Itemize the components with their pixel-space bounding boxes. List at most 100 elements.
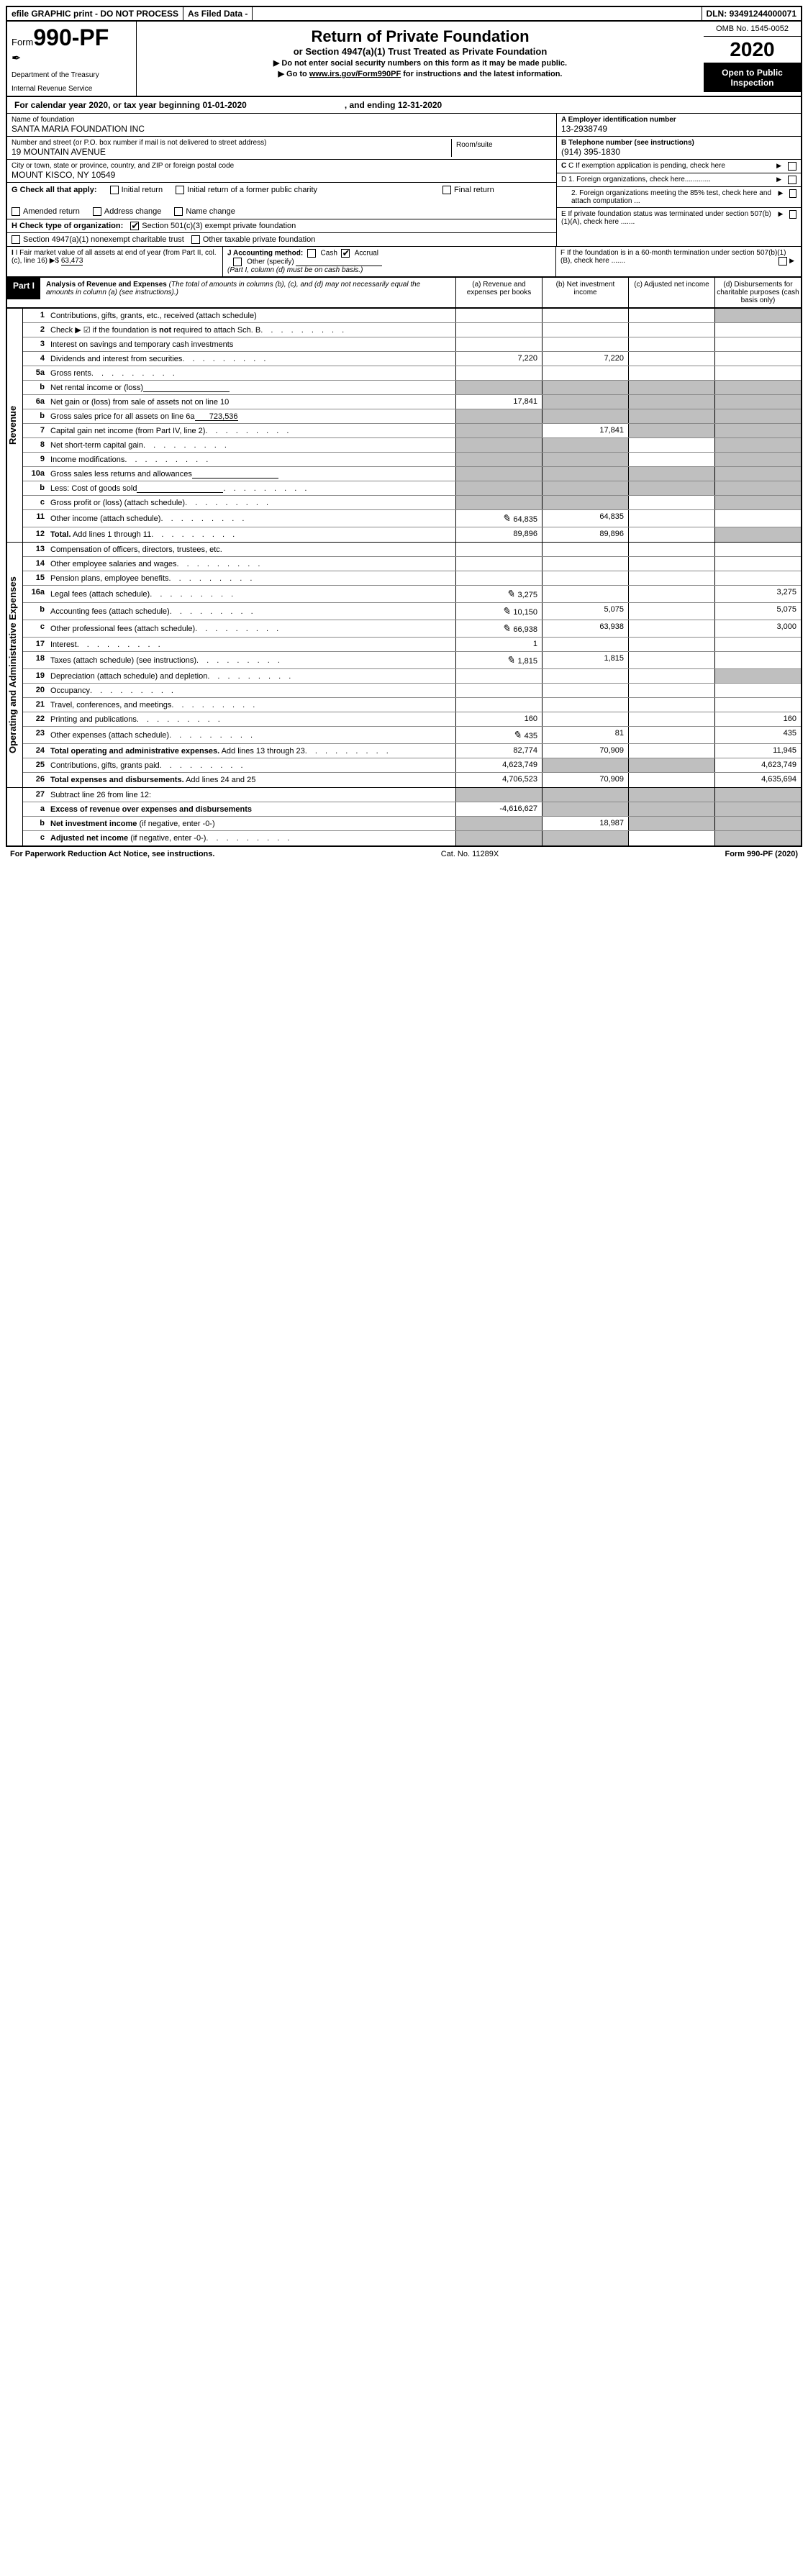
g-name[interactable]: Name change [174,207,235,216]
amount-cell [714,352,801,366]
line-23: 23Other expenses (attach schedule) . . .… [23,727,801,744]
amount-cell [542,571,628,585]
line-desc: Less: Cost of goods sold . . . . . . . .… [47,481,455,495]
line-number: 13 [23,543,47,556]
amount-cell [714,817,801,830]
amount-cell [542,323,628,337]
line-24: 24Total operating and administrative exp… [23,744,801,758]
line-10a: 10aGross sales less returns and allowanc… [23,467,801,481]
line-11: 11Other income (attach schedule) . . . .… [23,510,801,527]
room-cell: Room/suite [451,139,552,157]
page-footer: For Paperwork Reduction Act Notice, see … [6,847,802,861]
amount-cell: 3,275 [714,586,801,602]
amount-cell [628,773,714,787]
h-4947[interactable]: Section 4947(a)(1) nonexempt charitable … [12,235,184,244]
amount-cell [628,395,714,409]
h-501c3[interactable]: Section 501(c)(3) exempt private foundat… [130,222,296,230]
amount-cell [714,788,801,802]
amount-cell [542,366,628,380]
header-left: Form990-PF ✒ Department of the Treasury … [7,22,137,96]
j-other-checkbox[interactable] [233,258,242,266]
g-initial-former[interactable]: Initial return of a former public charit… [176,186,317,194]
j-accrual-checkbox[interactable] [341,249,350,258]
line-16a: 16aLegal fees (attach schedule) . . . . … [23,586,801,603]
line-2: 2Check ▶ ☑ if the foundation is not requ… [23,323,801,337]
amount-cell: 160 [714,712,801,726]
topbar: efile GRAPHIC print - DO NOT PROCESS As … [7,7,801,22]
j-cash-checkbox[interactable] [307,249,316,258]
amount-cell [542,684,628,697]
f-checkbox[interactable] [779,257,787,266]
amount-cell [628,481,714,495]
line-number: 3 [23,337,47,351]
g-amended[interactable]: Amended return [12,207,80,216]
d1-checkbox[interactable] [788,176,796,184]
line-desc: Depreciation (attach schedule) and deple… [47,669,455,683]
amount-cell [628,496,714,509]
amount-cell [455,381,542,394]
dln: DLN: 93491244000071 [702,7,801,20]
amount-cell: 7,220 [455,352,542,366]
line-number: a [23,802,47,816]
amount-cell: 7,220 [542,352,628,366]
instruction-2: ▶ Go to www.irs.gov/Form990PF for instru… [141,69,699,78]
amount-cell [628,453,714,466]
line-desc: Dividends and interest from securities .… [47,352,455,366]
header-right: OMB No. 1545-0052 2020 Open to Public In… [704,22,801,96]
line-number: c [23,620,47,637]
line-desc: Pension plans, employee benefits . . . .… [47,571,455,585]
amount-cell [714,381,801,394]
instruction-1: ▶ Do not enter social security numbers o… [141,58,699,68]
e-checkbox[interactable] [789,210,796,219]
line-b: bNet investment income (if negative, ent… [23,817,801,831]
amount-cell: 11,945 [714,744,801,758]
street-cell: Number and street (or P.O. box number if… [7,137,556,160]
amount-cell: 82,774 [455,744,542,758]
amount-cell [542,557,628,571]
c-checkbox[interactable] [788,162,796,171]
line-number: c [23,496,47,509]
amount-cell [628,467,714,481]
line-number: 16a [23,586,47,602]
line-number: b [23,409,47,423]
attach-icon: ✎ [513,729,522,740]
irs-link[interactable]: www.irs.gov/Form990PF [309,70,401,78]
line-c: cOther professional fees (attach schedul… [23,620,801,638]
form-subtitle: or Section 4947(a)(1) Trust Treated as P… [141,46,699,57]
h-other[interactable]: Other taxable private foundation [191,235,316,244]
section-h-row1: H Check type of organization: Section 50… [7,219,556,233]
line-3: 3Interest on savings and temporary cash … [23,337,801,352]
amount-cell: 63,938 [542,620,628,637]
amount-cell [628,352,714,366]
amount-cell [628,684,714,697]
amount-cell [628,603,714,620]
line-19: 19Depreciation (attach schedule) and dep… [23,669,801,684]
d2-checkbox[interactable] [789,189,796,198]
eagle-icon: ✒ [12,51,132,65]
line-desc: Capital gain net income (from Part IV, l… [47,424,455,437]
amount-cell [542,712,628,726]
line-number: 26 [23,773,47,787]
amount-cell [628,366,714,380]
line-number: b [23,603,47,620]
line-number: 20 [23,684,47,697]
line-number: 21 [23,698,47,712]
g-address[interactable]: Address change [93,207,162,216]
open-public-badge: Open to Public Inspection [704,63,801,92]
amount-cell [714,669,801,683]
g-initial-return[interactable]: Initial return [110,186,163,194]
line-desc: Occupancy . . . . . . . . . [47,684,455,697]
line-desc: Compensation of officers, directors, tru… [47,543,455,556]
amount-cell [542,802,628,816]
g-final[interactable]: Final return [442,186,494,194]
line-desc: Total expenses and disbursements. Add li… [47,773,455,787]
amount-cell [628,438,714,452]
part1-header: Part I Analysis of Revenue and Expenses … [7,278,801,308]
line-b: bLess: Cost of goods sold . . . . . . . … [23,481,801,496]
line-number: 8 [23,438,47,452]
amount-cell [628,527,714,542]
form-header: Form990-PF ✒ Department of the Treasury … [7,22,801,97]
section-d2: 2. Foreign organizations meeting the 85%… [557,187,801,208]
amount-cell [542,788,628,802]
amount-cell: -4,616,627 [455,802,542,816]
